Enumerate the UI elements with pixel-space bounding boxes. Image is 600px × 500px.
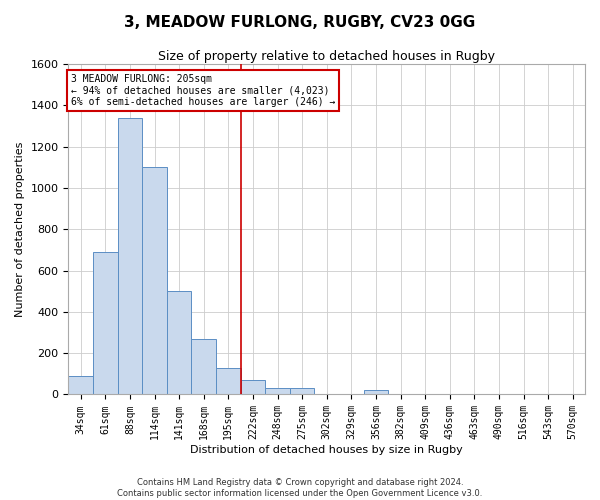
Bar: [364, 390, 388, 394]
Text: Contains HM Land Registry data © Crown copyright and database right 2024.
Contai: Contains HM Land Registry data © Crown c…: [118, 478, 482, 498]
Bar: [93, 252, 118, 394]
X-axis label: Distribution of detached houses by size in Rugby: Distribution of detached houses by size …: [190, 445, 463, 455]
Bar: [191, 338, 216, 394]
Bar: [68, 376, 93, 394]
Bar: [241, 380, 265, 394]
Text: 3 MEADOW FURLONG: 205sqm
← 94% of detached houses are smaller (4,023)
6% of semi: 3 MEADOW FURLONG: 205sqm ← 94% of detach…: [71, 74, 335, 108]
Title: Size of property relative to detached houses in Rugby: Size of property relative to detached ho…: [158, 50, 495, 63]
Y-axis label: Number of detached properties: Number of detached properties: [15, 142, 25, 317]
Bar: [118, 118, 142, 394]
Bar: [167, 292, 191, 395]
Bar: [142, 168, 167, 394]
Bar: [290, 388, 314, 394]
Text: 3, MEADOW FURLONG, RUGBY, CV23 0GG: 3, MEADOW FURLONG, RUGBY, CV23 0GG: [124, 15, 476, 30]
Bar: [216, 368, 241, 394]
Bar: [265, 388, 290, 394]
